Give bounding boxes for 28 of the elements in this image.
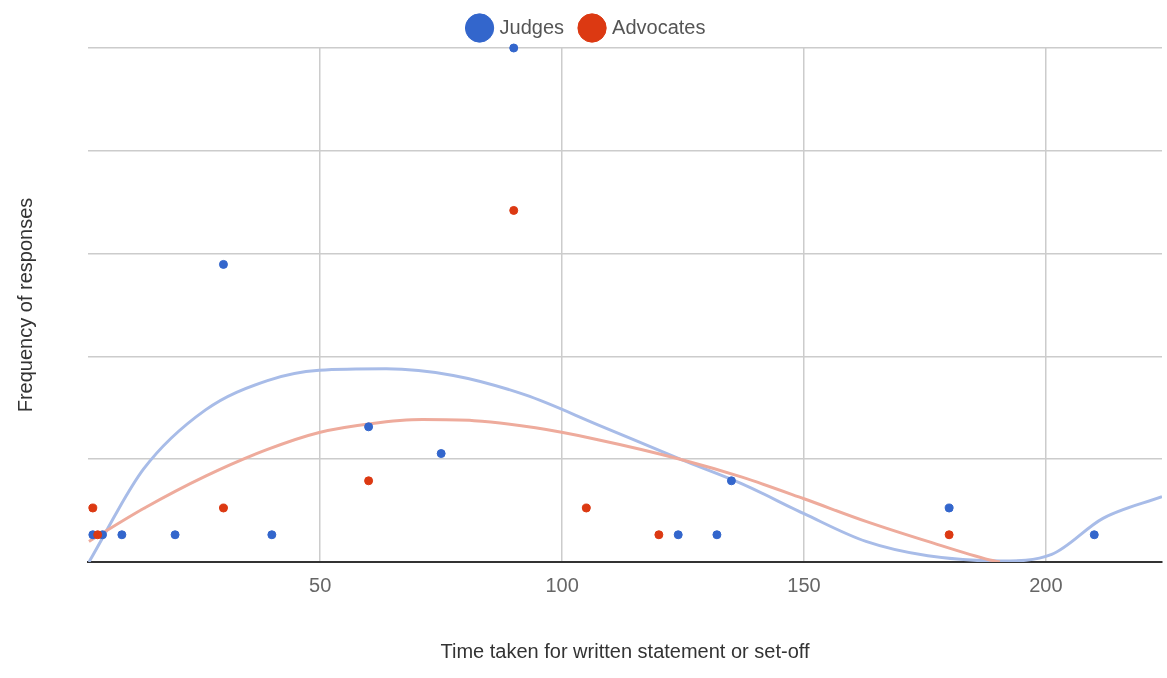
point: [218, 503, 228, 513]
x-axis-title: Time taken for written statement or set-off: [440, 639, 810, 662]
point: [581, 503, 591, 513]
point: [654, 530, 664, 540]
point: [267, 530, 277, 540]
point: [364, 476, 374, 486]
legend-label: Judges: [499, 15, 565, 38]
point: [509, 43, 519, 53]
point: [88, 503, 98, 513]
point: [218, 259, 228, 269]
point: [93, 530, 103, 540]
point: [673, 530, 683, 540]
point: [726, 476, 736, 486]
point: [436, 449, 446, 459]
point: [1089, 530, 1099, 540]
x-tick-label: 150: [787, 573, 821, 596]
point: [509, 205, 519, 215]
point: [712, 530, 722, 540]
point: [944, 530, 954, 540]
point: [170, 530, 180, 540]
point: [117, 530, 127, 540]
x-tick-label: 100: [545, 573, 579, 596]
point: [944, 503, 954, 513]
x-tick-label: 50: [309, 573, 332, 596]
x-tick-label: 200: [1029, 573, 1063, 596]
point: [364, 422, 374, 432]
legend-label: Advocates: [612, 15, 706, 38]
y-axis-title: Frequency of responses: [13, 197, 36, 413]
